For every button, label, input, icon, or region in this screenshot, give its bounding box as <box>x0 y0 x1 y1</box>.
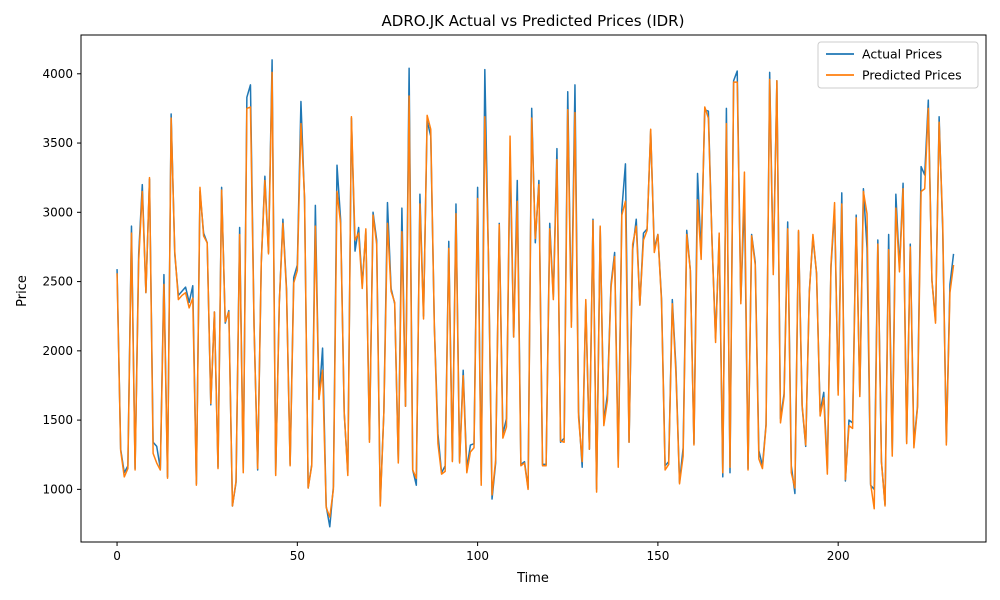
legend-label: Actual Prices <box>862 47 942 62</box>
x-tick-label: 0 <box>113 549 121 563</box>
chart-title: ADRO.JK Actual vs Predicted Prices (IDR) <box>382 12 685 30</box>
series-line-predicted <box>116 71 955 518</box>
x-tick-label: 100 <box>466 549 489 563</box>
plot-area <box>80 34 987 543</box>
y-tick-label: 1500 <box>42 413 73 427</box>
x-axis-title: Time <box>516 571 549 586</box>
legend-box <box>817 41 979 89</box>
y-tick-label: 3500 <box>42 136 73 150</box>
x-tick-label: 150 <box>646 549 669 563</box>
x-tick-label: 200 <box>827 549 850 563</box>
y-tick-label: 1000 <box>42 482 73 496</box>
y-tick-label: 2000 <box>42 344 73 358</box>
y-axis-title: Price <box>15 275 30 307</box>
axes-frame <box>80 34 987 543</box>
y-tick-label: 3000 <box>42 205 73 219</box>
legend: Actual Prices Predicted Prices <box>817 41 979 89</box>
legend-label: Predicted Prices <box>862 68 962 83</box>
y-tick-label: 4000 <box>42 67 73 81</box>
x-tick-label: 50 <box>290 549 305 563</box>
series-layer <box>116 59 955 528</box>
y-axis-ticks: 1000 1500 2000 2500 3000 3500 4000 <box>42 67 81 496</box>
y-tick-label: 2500 <box>42 275 73 289</box>
x-axis-ticks: 0 50 100 150 200 <box>113 542 850 563</box>
